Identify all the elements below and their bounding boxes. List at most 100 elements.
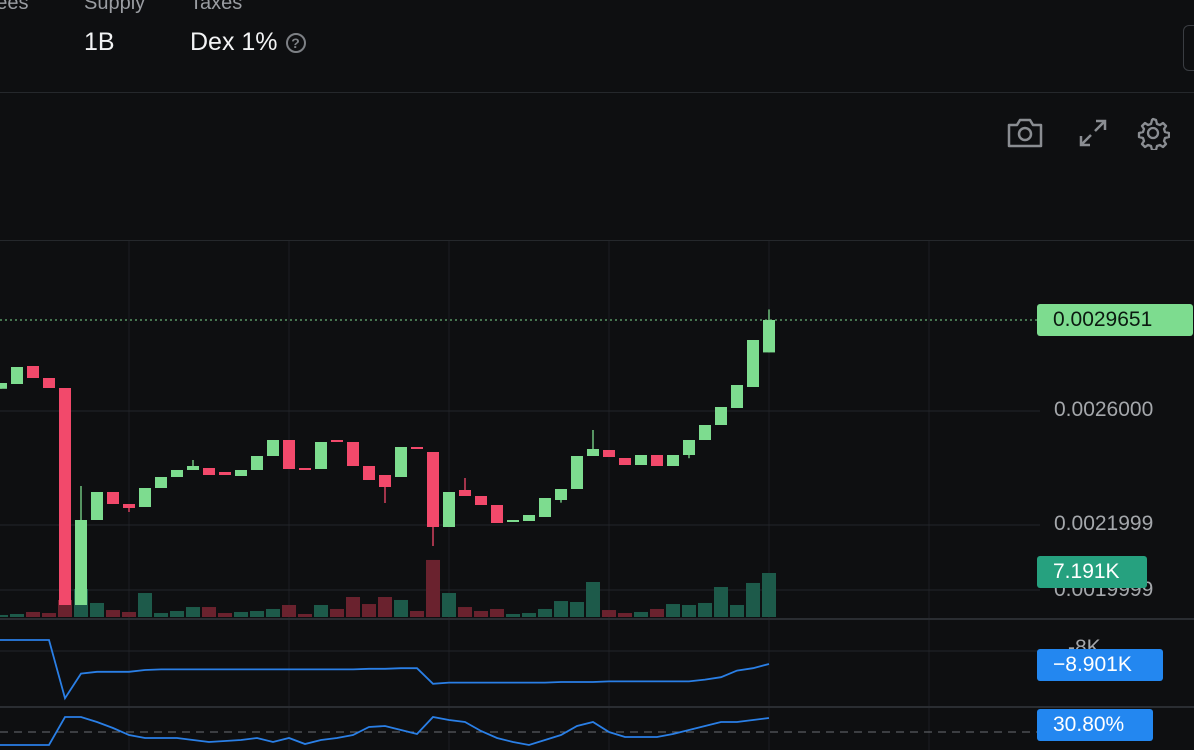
candle-up — [539, 498, 551, 517]
volume-bar — [250, 611, 264, 617]
candle-up — [75, 520, 87, 605]
candle-up — [139, 488, 151, 507]
candle-up — [155, 477, 167, 488]
candle-down — [603, 450, 615, 457]
candle-up — [667, 455, 679, 466]
stat-label: Taxes — [190, 0, 243, 14]
volume-bar — [202, 607, 216, 617]
candle-up — [715, 407, 727, 425]
volume-bar — [714, 587, 728, 617]
volume-bar — [378, 596, 392, 617]
volume-bar — [106, 610, 120, 617]
volume-bar — [554, 601, 568, 617]
volume-bar — [298, 614, 312, 617]
help-icon[interactable]: ? — [285, 32, 306, 53]
fullscreen-button[interactable] — [1073, 113, 1113, 153]
volume-bar — [618, 613, 632, 617]
volume-bar — [410, 611, 424, 617]
candle-down — [427, 452, 439, 527]
volume-bar — [474, 611, 488, 617]
candle-up — [571, 456, 583, 489]
candle-up — [171, 470, 183, 477]
candle-up — [699, 425, 711, 440]
volume-bar — [26, 611, 40, 617]
volume-bar — [538, 608, 552, 617]
candle-down — [219, 472, 231, 475]
volume-bar — [442, 593, 456, 617]
volume-bar — [394, 599, 408, 617]
volume-bar — [186, 607, 200, 617]
side-panel-button[interactable] — [1183, 25, 1194, 71]
candle-down — [299, 468, 311, 470]
volume-bar — [170, 611, 184, 617]
volume-bar — [762, 572, 776, 617]
candle-down — [411, 447, 423, 449]
candle-up — [763, 320, 775, 353]
volume-bar — [42, 613, 56, 617]
indicator2-line — [0, 716, 770, 746]
volume-bar — [314, 605, 328, 617]
expand-icon — [1079, 119, 1107, 147]
volume-bar — [458, 607, 472, 617]
price-tick: 0.0026000 — [1054, 398, 1154, 421]
candle-up — [587, 449, 599, 456]
indicator1-line — [0, 639, 770, 701]
candle-down — [107, 492, 119, 504]
camera-icon — [1007, 118, 1043, 148]
indicator2-tag: 30.80% — [1037, 709, 1153, 741]
volume-bar — [602, 610, 616, 617]
candle-up — [635, 455, 647, 465]
candle-down — [459, 490, 471, 496]
candle-up — [731, 385, 743, 408]
candle-up — [187, 466, 199, 470]
candle-up — [235, 470, 247, 476]
stat-value: 1B — [84, 28, 115, 56]
volume-bar — [218, 613, 232, 617]
candle-down — [347, 442, 359, 466]
indicator-lines — [0, 639, 770, 746]
candle-up — [11, 367, 23, 384]
candle-down — [203, 468, 215, 475]
candle-up — [555, 489, 567, 500]
candle-up — [251, 456, 263, 470]
volume-bar — [666, 604, 680, 617]
candle-down — [59, 388, 71, 605]
candle-down — [331, 440, 343, 442]
candle-down — [475, 496, 487, 505]
candle-down — [651, 455, 663, 466]
candle-up — [315, 442, 327, 469]
candles — [0, 309, 775, 605]
price-tick: 0.0021999 — [1054, 512, 1154, 535]
divider — [0, 92, 1194, 93]
candle-up — [683, 440, 695, 455]
volume-bar — [570, 602, 584, 617]
candle-down — [123, 504, 135, 508]
candle-up — [0, 383, 7, 389]
candle-up — [507, 520, 519, 522]
stat-value: Dex 1% ? — [190, 28, 306, 57]
volume-tag: 7.191K — [1037, 556, 1147, 588]
volume-bar — [362, 604, 376, 617]
volume-bar — [586, 581, 600, 617]
volume-bar — [634, 611, 648, 617]
volume-bar — [10, 614, 24, 617]
volume-bar — [506, 614, 520, 617]
volume-bar — [682, 605, 696, 617]
candle-down — [363, 466, 375, 480]
candle-up — [267, 440, 279, 456]
volume-bar — [650, 608, 664, 617]
candle-down — [619, 458, 631, 465]
current-price-tag: 0.0029651 — [1037, 304, 1193, 336]
stat-label: Fees — [0, 0, 29, 14]
candle-up — [523, 515, 535, 521]
candle-up — [91, 492, 103, 520]
candle-down — [491, 505, 503, 523]
volume-bar — [730, 605, 744, 617]
volume-bar — [346, 596, 360, 617]
volume-bars — [0, 559, 776, 617]
settings-button[interactable] — [1133, 113, 1173, 153]
candle-down — [283, 440, 295, 469]
screenshot-button[interactable] — [1005, 113, 1045, 153]
volume-bar — [522, 613, 536, 617]
